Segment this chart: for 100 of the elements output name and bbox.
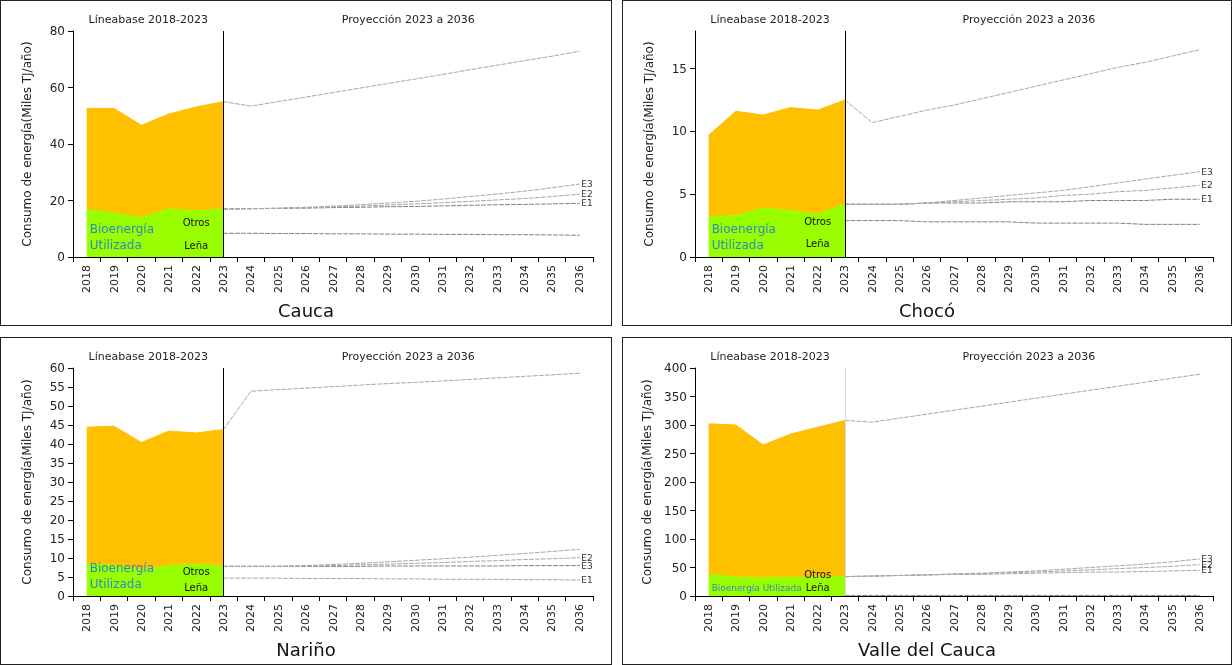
series-label: Leña	[805, 237, 830, 249]
series-label: E2	[581, 189, 593, 200]
x-tick-label: 2021	[162, 265, 176, 293]
y-tick-label: 60	[49, 80, 65, 95]
x-tick-label: 2018	[80, 604, 94, 632]
x-tick-label: 2029	[1002, 604, 1016, 632]
x-tick-label: 2024	[865, 265, 879, 293]
x-tick-label: 2027	[326, 265, 340, 293]
text: Líneabase 2018-2023	[88, 13, 208, 26]
x-tick-label: 2030	[1029, 604, 1043, 632]
x-tick-label: 2033	[1111, 265, 1125, 293]
series-label: E1	[1201, 565, 1213, 576]
y-tick-label: 15	[49, 532, 65, 546]
text: Chocó	[899, 299, 955, 321]
x-tick-label: 2032	[463, 604, 477, 632]
text: Líneabase 2018-2023	[88, 350, 208, 363]
y-tick-label: 400	[664, 361, 687, 375]
annotation: Bioenergía Utilizada	[89, 222, 154, 252]
y-tick-label: 40	[49, 137, 65, 151]
x-tick-label: 2034	[1138, 604, 1152, 632]
x-tick-label: 2033	[490, 604, 504, 632]
y-axis-title: Consumo de energía(Miles TJ/año)	[642, 41, 656, 247]
text: Proyección 2023 a 2036	[341, 350, 475, 363]
x-tick-label: 2036	[1192, 604, 1206, 632]
annotation: Bioenergía Utilizada	[711, 222, 776, 252]
y-axis-title: Consumo de energía(Miles TJ/año)	[640, 379, 655, 585]
x-tick-label: 2026	[920, 604, 934, 632]
x-tick-label: 2024	[865, 604, 879, 632]
x-tick-label: 2022	[189, 604, 203, 632]
series-label: E1	[1201, 194, 1213, 205]
y-tick-label: 100	[664, 532, 687, 546]
y-tick-label: 350	[664, 389, 687, 404]
y-tick-label: 150	[664, 503, 687, 518]
x-tick-label: 2033	[1111, 604, 1125, 632]
x-tick-label: 2027	[326, 604, 340, 632]
x-tick-label: 2020	[756, 604, 770, 632]
y-tick-label: 60	[49, 361, 65, 375]
y-tick-label: 200	[664, 475, 687, 489]
x-tick-label: 2036	[572, 265, 586, 293]
x-tick-label: 2027	[947, 265, 961, 293]
x-tick-label: 2024	[244, 265, 258, 293]
x-tick-label: 2021	[783, 604, 797, 632]
annotation: Bioenergía Utilizada	[711, 583, 802, 593]
x-tick-label: 2028	[974, 604, 988, 632]
x-tick-label: 2023	[838, 265, 852, 293]
x-tick-label: 2022	[811, 265, 825, 293]
x-tick-label: 2018	[80, 265, 94, 293]
annotation: Bioenergía Utilizada	[89, 561, 154, 591]
x-tick-label: 2020	[134, 265, 148, 293]
series-label: Leña	[805, 581, 830, 593]
x-tick-label: 2023	[217, 604, 231, 632]
x-tick-label: 2026	[299, 604, 313, 632]
x-tick-label: 2028	[353, 604, 367, 632]
x-tick-label: 2020	[756, 265, 770, 293]
x-tick-label: 2031	[435, 265, 449, 293]
x-tick-label: 2028	[974, 265, 988, 293]
x-tick-label: 2021	[162, 604, 176, 632]
x-tick-label: 2034	[518, 604, 532, 632]
x-tick-label: 2021	[783, 265, 797, 293]
series-label: Otros	[182, 565, 210, 577]
x-tick-label: 2018	[702, 604, 716, 632]
x-tick-label: 2032	[463, 265, 477, 293]
text: Líneabase 2018-2023	[710, 350, 830, 363]
y-tick-label: 30	[49, 475, 65, 489]
x-tick-label: 2036	[1192, 265, 1206, 293]
x-tick-label: 2034	[1138, 265, 1152, 293]
x-tick-label: 2036	[572, 604, 586, 632]
x-tick-label: 2019	[107, 604, 121, 632]
x-tick-label: 2032	[1083, 604, 1097, 632]
series-label: E3	[581, 560, 593, 571]
x-tick-label: 2028	[353, 265, 367, 293]
y-tick-label: 20	[49, 513, 65, 527]
x-tick-label: 2024	[244, 604, 258, 632]
text: Líneabase 2018-2023	[710, 13, 830, 26]
x-tick-label: 2022	[811, 604, 825, 632]
series-label: E2	[1201, 180, 1213, 191]
x-tick-label: 2025	[892, 265, 906, 293]
y-tick-label: 80	[49, 24, 65, 38]
y-tick-label: 0	[57, 250, 65, 264]
x-tick-label: 2031	[1056, 604, 1070, 632]
y-tick-label: 40	[49, 437, 65, 451]
series-label: E1	[581, 575, 593, 586]
x-tick-label: 2035	[545, 265, 559, 293]
y-tick-label: 45	[49, 418, 65, 432]
series-label: Otros	[804, 216, 832, 228]
y-tick-label: 10	[49, 551, 65, 565]
x-tick-label: 2033	[490, 265, 504, 293]
series-label: Leña	[184, 581, 209, 593]
y-tick-label: 5	[679, 187, 687, 202]
x-tick-label: 2035	[1165, 604, 1179, 632]
text: Proyección 2023 a 2036	[341, 13, 475, 26]
series-label: Leña	[184, 240, 209, 252]
y-tick-label: 0	[679, 589, 687, 603]
y-tick-label: 55	[49, 380, 65, 394]
text: Nariño	[276, 638, 336, 660]
y-tick-label: 50	[49, 399, 65, 413]
x-tick-label: 2035	[1165, 265, 1179, 293]
x-tick-label: 2025	[271, 265, 285, 293]
y-tick-label: 0	[57, 589, 65, 603]
x-tick-label: 2030	[1029, 265, 1043, 293]
